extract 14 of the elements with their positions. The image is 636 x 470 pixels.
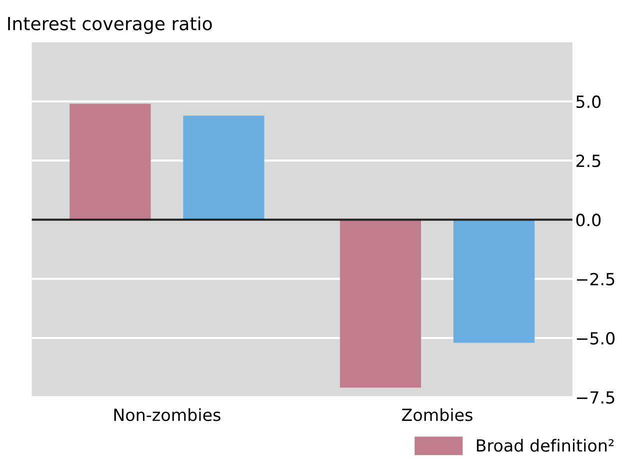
x-tick-label: Non-zombies (114, 408, 220, 422)
y-tick-label: −7.5 (576, 391, 614, 404)
y-tick-label: 2.5 (576, 154, 600, 168)
bar (183, 116, 264, 220)
y-tick-label: 0.0 (576, 214, 601, 226)
y-tick-label: −2.5 (576, 272, 614, 286)
bar (453, 220, 535, 343)
bar (340, 220, 422, 388)
legend-label: Broad definition² (476, 438, 614, 452)
x-tick-label: Zombies (402, 408, 472, 422)
y-tick-label: −5.0 (576, 332, 615, 345)
chart-title: Interest coverage ratio (8, 16, 212, 34)
bar (70, 104, 151, 220)
y-tick-label: 5.0 (576, 95, 601, 108)
